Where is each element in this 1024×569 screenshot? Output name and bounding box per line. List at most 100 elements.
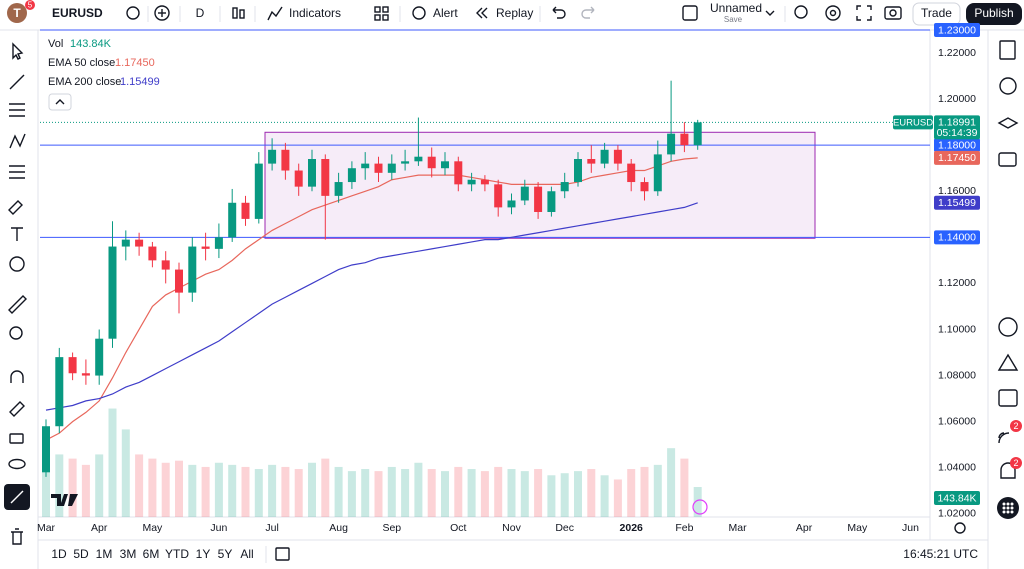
axis-settings[interactable] xyxy=(954,522,966,534)
clock[interactable]: 16:45:21 UTC xyxy=(903,547,978,561)
ruler-tool[interactable] xyxy=(8,295,27,314)
candle-body xyxy=(254,163,263,219)
layout-checkbox[interactable] xyxy=(682,5,698,21)
interval-button[interactable]: D xyxy=(196,6,205,20)
fullscreen-button[interactable] xyxy=(856,5,872,21)
goto-date-button[interactable] xyxy=(275,547,290,561)
candle-body xyxy=(241,202,250,219)
x-tick-label: Sep xyxy=(382,522,401,534)
forecast-tool[interactable] xyxy=(9,165,25,179)
layout-menu[interactable] xyxy=(765,10,775,16)
brush-tool[interactable] xyxy=(8,200,23,215)
notification-count: 5 xyxy=(28,1,33,10)
range-button[interactable]: 1M xyxy=(96,547,113,561)
redo-button[interactable] xyxy=(581,6,595,19)
pattern-tool[interactable] xyxy=(9,133,26,149)
range-button[interactable]: YTD xyxy=(165,547,189,561)
magnet-tool[interactable] xyxy=(10,370,24,383)
volume-bar xyxy=(175,460,183,517)
volume-bar xyxy=(627,469,636,517)
stream-button[interactable] xyxy=(998,432,1010,444)
indicators-button[interactable]: Indicators xyxy=(289,6,341,20)
candle-body xyxy=(534,186,543,212)
publish-button[interactable] xyxy=(966,3,1022,25)
volume-bar xyxy=(427,469,436,517)
range-button[interactable]: 3M xyxy=(120,547,137,561)
volume-bar xyxy=(574,471,582,517)
volume-bar xyxy=(55,454,64,517)
legend-collapse[interactable] xyxy=(48,93,72,111)
watchlist-button[interactable] xyxy=(999,40,1016,60)
event-marker[interactable] xyxy=(692,499,708,515)
emoji-tool[interactable] xyxy=(9,256,25,272)
candle-body xyxy=(560,182,569,192)
stream-badge xyxy=(1010,420,1022,432)
candle-body xyxy=(427,156,436,169)
notifications-button[interactable] xyxy=(1000,462,1016,479)
trendline-tool[interactable] xyxy=(9,74,25,90)
range-button[interactable]: 1Y xyxy=(196,547,211,561)
quick-search[interactable] xyxy=(794,5,808,19)
zoom-tool[interactable] xyxy=(9,326,23,340)
range-button[interactable]: 1D xyxy=(51,547,67,561)
candle-body xyxy=(587,159,596,164)
object-tree-button[interactable] xyxy=(997,117,1019,129)
replay-icon[interactable] xyxy=(476,7,483,19)
candle-body xyxy=(347,168,356,183)
fib-tool[interactable] xyxy=(9,103,25,117)
lock-tool[interactable] xyxy=(9,433,24,444)
replay-icon xyxy=(481,7,488,19)
x-tick-label: 2026 xyxy=(620,522,644,534)
alert-icon[interactable] xyxy=(412,6,426,20)
ema-line xyxy=(45,157,698,441)
layouts-icon[interactable] xyxy=(374,6,381,13)
alert-button[interactable]: Alert xyxy=(433,6,458,20)
volume-bar xyxy=(520,471,529,517)
candle-body xyxy=(268,149,277,164)
candle-body xyxy=(55,357,64,427)
volume-bar xyxy=(294,469,303,517)
volume-bar xyxy=(467,469,476,517)
y-tick-label: 1.20000 xyxy=(938,93,976,105)
right-sidebar: 2 2 xyxy=(997,40,1022,519)
volume-bar xyxy=(560,473,569,517)
volume-bar xyxy=(201,466,210,517)
stay-drawing-tool[interactable] xyxy=(9,401,25,417)
pine-button[interactable] xyxy=(997,353,1019,371)
candle-body xyxy=(148,246,157,261)
range-button[interactable]: 5Y xyxy=(218,547,233,561)
text-tool[interactable] xyxy=(11,227,23,241)
settings-button[interactable] xyxy=(825,5,841,21)
screener-button[interactable] xyxy=(998,317,1018,337)
range-button[interactable]: 5D xyxy=(73,547,89,561)
volume-bar xyxy=(414,462,423,517)
replay-button[interactable]: Replay xyxy=(496,6,533,20)
hide-tool[interactable] xyxy=(8,458,26,470)
x-tick-label: Oct xyxy=(450,522,466,534)
range-button[interactable]: 6M xyxy=(143,547,160,561)
avatar[interactable] xyxy=(7,3,27,23)
undo-button[interactable] xyxy=(552,6,566,19)
chart-type-button[interactable] xyxy=(232,7,238,19)
trade-label[interactable]: Trade xyxy=(921,6,952,20)
y-tick-label: 1.22000 xyxy=(938,47,976,59)
indicators-icon[interactable] xyxy=(267,6,283,21)
range-button[interactable]: All xyxy=(240,547,253,561)
compare-button[interactable] xyxy=(154,5,170,21)
trash-tool[interactable] xyxy=(11,528,23,545)
volume-bar xyxy=(135,454,144,517)
publish-label[interactable]: Publish xyxy=(974,6,1013,20)
alerts-button[interactable] xyxy=(999,77,1017,95)
cursor-tool[interactable] xyxy=(12,42,24,60)
calendar-button[interactable] xyxy=(998,389,1018,407)
symbol-icon[interactable] xyxy=(126,6,140,20)
snapshot-button[interactable] xyxy=(884,6,902,20)
x-tick-label: Jun xyxy=(902,522,919,534)
y-tick-label: 1.06000 xyxy=(938,415,976,427)
plot-area[interactable] xyxy=(40,29,930,517)
chat-button[interactable] xyxy=(998,152,1017,167)
level-badge xyxy=(934,230,980,245)
symbol[interactable]: EURUSD xyxy=(52,6,103,20)
layout-name[interactable]: Unnamed xyxy=(710,1,762,15)
